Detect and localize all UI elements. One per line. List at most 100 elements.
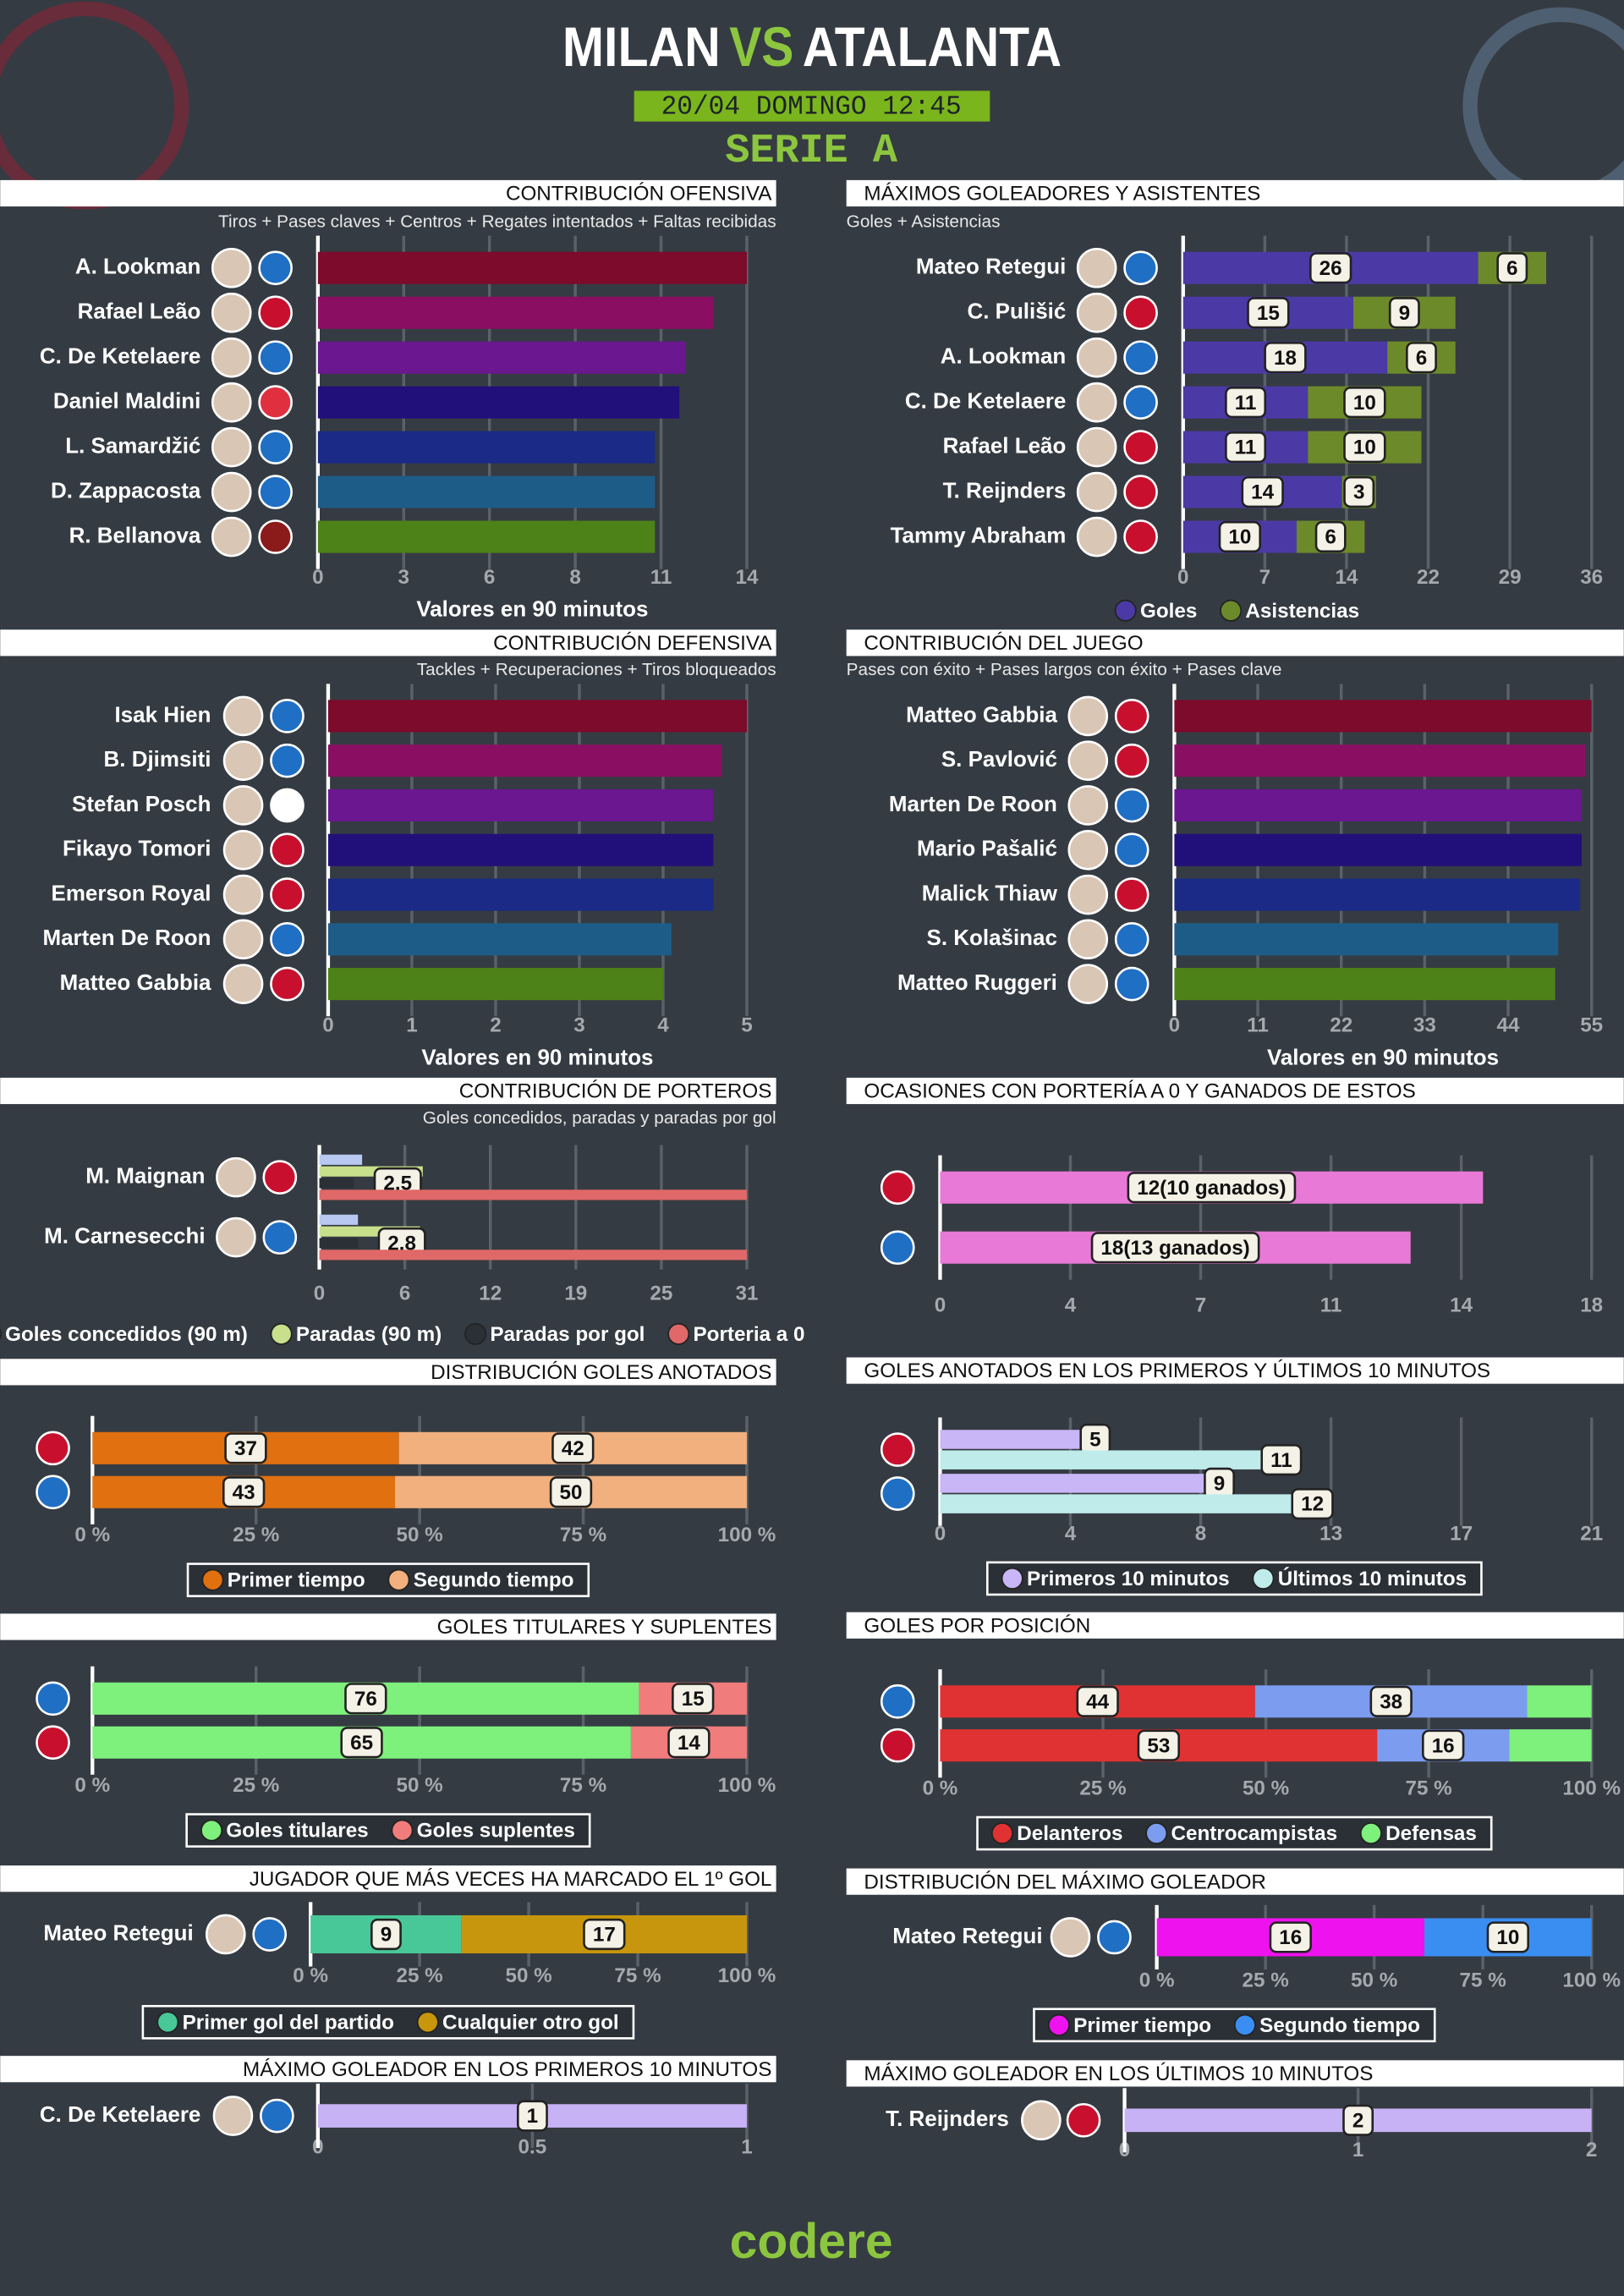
data-label: 14: [678, 1732, 700, 1755]
x-tick-label: 25 %: [397, 1964, 443, 1987]
panel-title: CONTRIBUCIÓN DEL JUEGO: [864, 632, 1143, 655]
player-photo: [211, 382, 252, 423]
team-badge: [258, 430, 293, 464]
panel-title: CONTRIBUCIÓN DE PORTEROS: [459, 1080, 772, 1103]
x-tick-label: 2: [1586, 2139, 1597, 2161]
data-label: 9: [381, 1924, 392, 1947]
data-label-box: [1218, 520, 1262, 553]
x-tick-label: 100 %: [718, 1964, 776, 1987]
x-tick-label: 4: [1065, 1522, 1077, 1545]
x-tick-label: 33: [1413, 1014, 1436, 1037]
x-tick-label: 100 %: [718, 1774, 776, 1797]
team-badge: [270, 832, 304, 868]
team-badge: [1123, 340, 1158, 376]
data-label-box: [1406, 342, 1437, 374]
x-tick-label: 0 %: [74, 1524, 110, 1546]
legend-label: Goles: [1140, 600, 1197, 623]
bar: [940, 1474, 1220, 1493]
x-tick-label: 0 %: [1139, 1969, 1175, 1991]
x-tick-label: 0: [935, 1522, 946, 1545]
bar-segment: [1509, 1729, 1592, 1762]
panel-title: GOLES ANOTADOS EN LOS PRIMEROS Y ÚLTIMOS…: [864, 1359, 1490, 1382]
team-badge: [36, 1475, 70, 1510]
data-label: 44: [1086, 1690, 1109, 1713]
team-badge: [880, 1170, 915, 1206]
data-label-box: [1291, 1487, 1334, 1520]
x-tick-label: 14: [735, 566, 758, 589]
x-tick-label: 3: [573, 1014, 584, 1037]
data-label: 14: [1251, 481, 1274, 504]
player-photo: [1076, 382, 1117, 423]
team-badge: [1097, 1920, 1132, 1955]
data-label-box: [1225, 431, 1267, 464]
legend-label: Defensas: [1385, 1822, 1477, 1845]
panel-subtitle: Tiros + Pases claves + Centros + Regates…: [218, 212, 776, 232]
match-date: 20/04 DOMINGO 12:45: [661, 93, 962, 123]
player-name: Fikayo Tomori: [63, 836, 211, 861]
player-photo: [1076, 426, 1117, 468]
data-label-box: [370, 1918, 402, 1951]
data-label-box: [1369, 1685, 1413, 1717]
legend-label: Cualquier otro gol: [442, 2011, 619, 2034]
x-tick-label: 0: [312, 566, 323, 589]
team-badge: [1123, 475, 1158, 509]
player-name: C. Pulišić: [967, 299, 1066, 324]
data-label: 65: [350, 1732, 373, 1755]
data-label: 11: [1270, 1449, 1292, 1472]
x-tick-label: 8: [1195, 1522, 1206, 1545]
data-label-box: [1314, 520, 1347, 553]
x-tick-label: 1: [1352, 2139, 1363, 2161]
legend: Primeros 10 minutos Últimos 10 minutos: [985, 1561, 1483, 1596]
panel-title-strip: [0, 1613, 776, 1640]
data-label-box: [583, 1918, 626, 1951]
player-photo: [1076, 247, 1117, 288]
home-team: MILAN: [562, 15, 721, 78]
bar: [327, 700, 747, 733]
player-photo: [211, 292, 252, 333]
x-tick-label: 1: [741, 2136, 752, 2159]
player-name: D. Zappacosta: [51, 477, 201, 503]
legend-label: Primeros 10 minutos: [1027, 1568, 1230, 1590]
legend-label: Segundo tiempo: [414, 1569, 574, 1592]
legend-label: Goles suplentes: [417, 1820, 575, 1843]
player-photo: [1076, 292, 1117, 333]
player-photo: [211, 516, 252, 558]
x-tick-label: 50 %: [397, 1774, 443, 1797]
legend-label: Paradas (90 m): [296, 1323, 442, 1346]
x-tick-label: 7: [1195, 1294, 1206, 1316]
team-badge: [36, 1681, 70, 1717]
player-name: Mateo Retegui: [892, 1923, 1042, 1948]
player-photo: [222, 695, 264, 737]
player-photo: [1076, 471, 1117, 513]
player-name: Mateo Retegui: [916, 254, 1066, 279]
data-label-box: [1343, 431, 1386, 464]
bar: [1174, 700, 1592, 733]
panel-title: GOLES TITULARES Y SUPLENTES: [437, 1616, 772, 1639]
legend: Primer tiempo Segundo tiempo: [186, 1563, 590, 1597]
data-label: 16: [1432, 1734, 1455, 1757]
bar: [1174, 968, 1555, 1001]
legend-marker: [1001, 1567, 1023, 1590]
x-tick-label: 100 %: [718, 1524, 776, 1546]
data-label-box: [1076, 1685, 1119, 1717]
bar: [319, 1154, 363, 1165]
bar: [319, 1238, 359, 1249]
x-tick-label: 55: [1580, 1014, 1603, 1037]
x-tick-label: 50 %: [1243, 1777, 1289, 1800]
data-label-box: [667, 1727, 710, 1759]
player-name: Daniel Maldini: [53, 388, 201, 414]
player-photo: [222, 829, 264, 871]
legend-marker: [1359, 1822, 1382, 1845]
x-tick-label: 0 %: [923, 1777, 958, 1800]
data-label-box: [1264, 342, 1307, 374]
x-tick-label: 31: [735, 1282, 758, 1305]
data-label: 11: [1235, 437, 1257, 459]
legend-marker: [201, 1568, 224, 1591]
bar: [317, 251, 747, 284]
data-label: 53: [1147, 1734, 1170, 1757]
x-tick-label: 11: [1247, 1014, 1269, 1037]
panel-title: MÁXIMO GOLEADOR EN LOS PRIMEROS 10 MINUT…: [243, 2058, 771, 2081]
team-badge: [880, 1476, 915, 1511]
legend-label: Centrocampistas: [1171, 1822, 1338, 1845]
team-badge: [1114, 877, 1149, 912]
